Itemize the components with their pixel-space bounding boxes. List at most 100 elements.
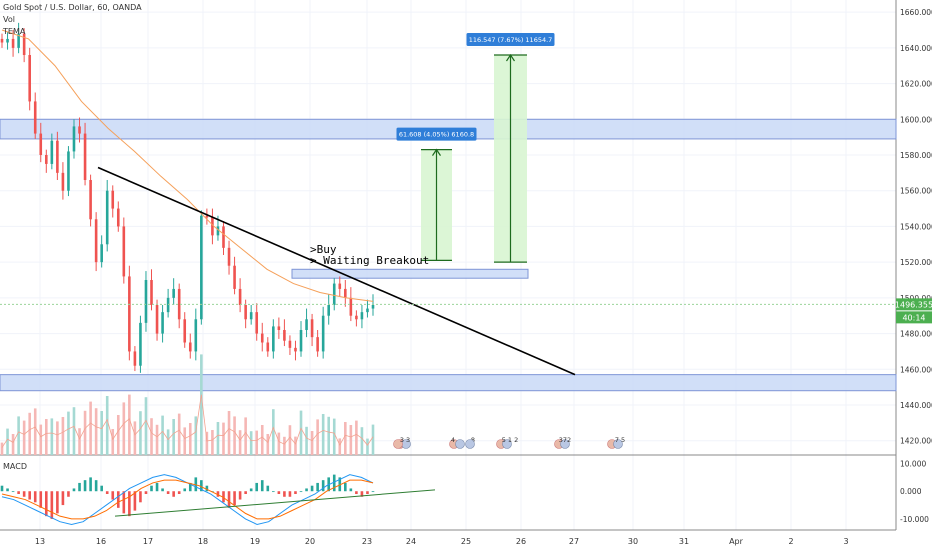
candle[interactable] — [61, 172, 65, 191]
trendline-segment[interactable] — [97, 166, 576, 376]
candle[interactable] — [155, 305, 159, 334]
candle[interactable] — [360, 312, 364, 320]
candle[interactable] — [172, 288, 175, 298]
candle[interactable] — [6, 38, 9, 43]
candle[interactable] — [211, 217, 214, 236]
candle[interactable] — [166, 297, 170, 313]
candle[interactable] — [116, 208, 120, 227]
macd-axis[interactable]: 10.000 0.000 -10.000 — [900, 460, 929, 524]
macd-bar — [61, 491, 65, 506]
time-tick-label: 30 — [628, 537, 638, 546]
time-axis[interactable]: 13 16 17 18 19 20 23 24 25 26 27 30 31 Apr 2 3 — [35, 537, 849, 546]
candle[interactable] — [344, 288, 347, 298]
event-flag-icon[interactable] — [393, 439, 403, 449]
candle[interactable] — [128, 276, 131, 352]
candle[interactable] — [299, 330, 303, 352]
volume-bar — [349, 425, 353, 455]
candle[interactable] — [249, 312, 253, 320]
candle[interactable] — [83, 133, 87, 180]
candle[interactable] — [44, 155, 48, 164]
candle[interactable] — [205, 215, 209, 218]
candle[interactable] — [150, 280, 153, 305]
candle[interactable] — [260, 333, 264, 343]
candle[interactable] — [316, 337, 319, 352]
event-flag-icon[interactable] — [465, 439, 475, 449]
macd-bar — [105, 491, 109, 494]
candle[interactable] — [177, 288, 181, 320]
candle[interactable] — [22, 33, 26, 55]
macd-bar — [94, 480, 98, 492]
candle[interactable] — [332, 283, 336, 305]
volume-bar — [294, 436, 297, 455]
candle[interactable] — [216, 226, 220, 236]
candle[interactable] — [144, 280, 148, 323]
candle[interactable] — [255, 312, 259, 334]
candle[interactable] — [33, 101, 37, 134]
candle[interactable] — [56, 140, 59, 173]
candle[interactable] — [161, 312, 164, 334]
candle[interactable] — [227, 247, 231, 266]
event-flag-icon[interactable] — [613, 439, 623, 449]
volume-bar — [67, 411, 70, 455]
candle[interactable] — [371, 305, 375, 309]
event-badges[interactable]: 3 3 4 8 5 1 2 372 7 5 — [393, 436, 626, 449]
candle[interactable] — [39, 133, 43, 155]
candle[interactable] — [100, 244, 103, 263]
candle[interactable] — [244, 305, 247, 320]
candle[interactable] — [194, 319, 198, 352]
candle[interactable] — [266, 342, 270, 352]
candle[interactable] — [72, 126, 76, 152]
candle[interactable] — [238, 288, 242, 305]
candles[interactable] — [0, 22, 375, 373]
candle[interactable] — [28, 55, 31, 102]
candle[interactable] — [349, 297, 353, 316]
candle[interactable] — [305, 319, 308, 330]
candle[interactable] — [288, 340, 292, 348]
candle[interactable] — [11, 38, 15, 48]
candle[interactable] — [67, 151, 70, 191]
symbol-title: Gold Spot / U.S. Dollar, 60, OANDA — [3, 3, 142, 12]
price-axis[interactable]: 1660.000 1640.000 1620.000 1600.000 1580.000… — [900, 8, 932, 446]
candle[interactable] — [94, 219, 98, 263]
candle[interactable] — [139, 322, 142, 366]
volume-bar — [28, 412, 31, 455]
candle[interactable] — [50, 140, 54, 164]
event-flag-icon[interactable] — [560, 439, 570, 449]
candle[interactable] — [310, 319, 314, 338]
event-flag-icon[interactable] — [502, 439, 512, 449]
candle[interactable] — [222, 226, 225, 248]
macd-bar — [56, 491, 59, 514]
macd-bar — [166, 491, 170, 494]
candle[interactable] — [133, 351, 137, 366]
macd-bar — [238, 491, 242, 500]
candle[interactable] — [294, 347, 297, 352]
volume-bar — [122, 402, 126, 455]
candle[interactable] — [338, 283, 342, 289]
targets[interactable]: 61.608 (4.05%) 6160.8 116.547 (7.67%) 116… — [396, 33, 555, 263]
candle[interactable] — [122, 226, 126, 277]
volume-bar — [17, 416, 20, 455]
candle[interactable] — [277, 326, 281, 330]
candle[interactable] — [321, 315, 325, 352]
candle[interactable] — [111, 190, 115, 209]
candle[interactable] — [233, 265, 236, 289]
candle[interactable] — [327, 305, 331, 316]
candle[interactable] — [105, 190, 109, 245]
zone-breakout[interactable] — [291, 268, 529, 279]
event-flag-icon[interactable] — [455, 439, 465, 449]
trendline[interactable] — [97, 166, 576, 376]
candle[interactable] — [0, 38, 4, 43]
candle[interactable] — [89, 180, 92, 220]
candle[interactable] — [283, 330, 286, 341]
candle[interactable] — [17, 33, 20, 48]
candle[interactable] — [355, 315, 358, 320]
candle[interactable] — [183, 319, 187, 343]
volume-bar — [283, 436, 286, 455]
candle[interactable] — [188, 342, 192, 352]
candle[interactable] — [272, 326, 275, 352]
candle[interactable] — [366, 308, 369, 313]
candle[interactable] — [200, 215, 203, 320]
zone-lower-support[interactable] — [0, 374, 897, 392]
candle[interactable] — [78, 126, 81, 134]
